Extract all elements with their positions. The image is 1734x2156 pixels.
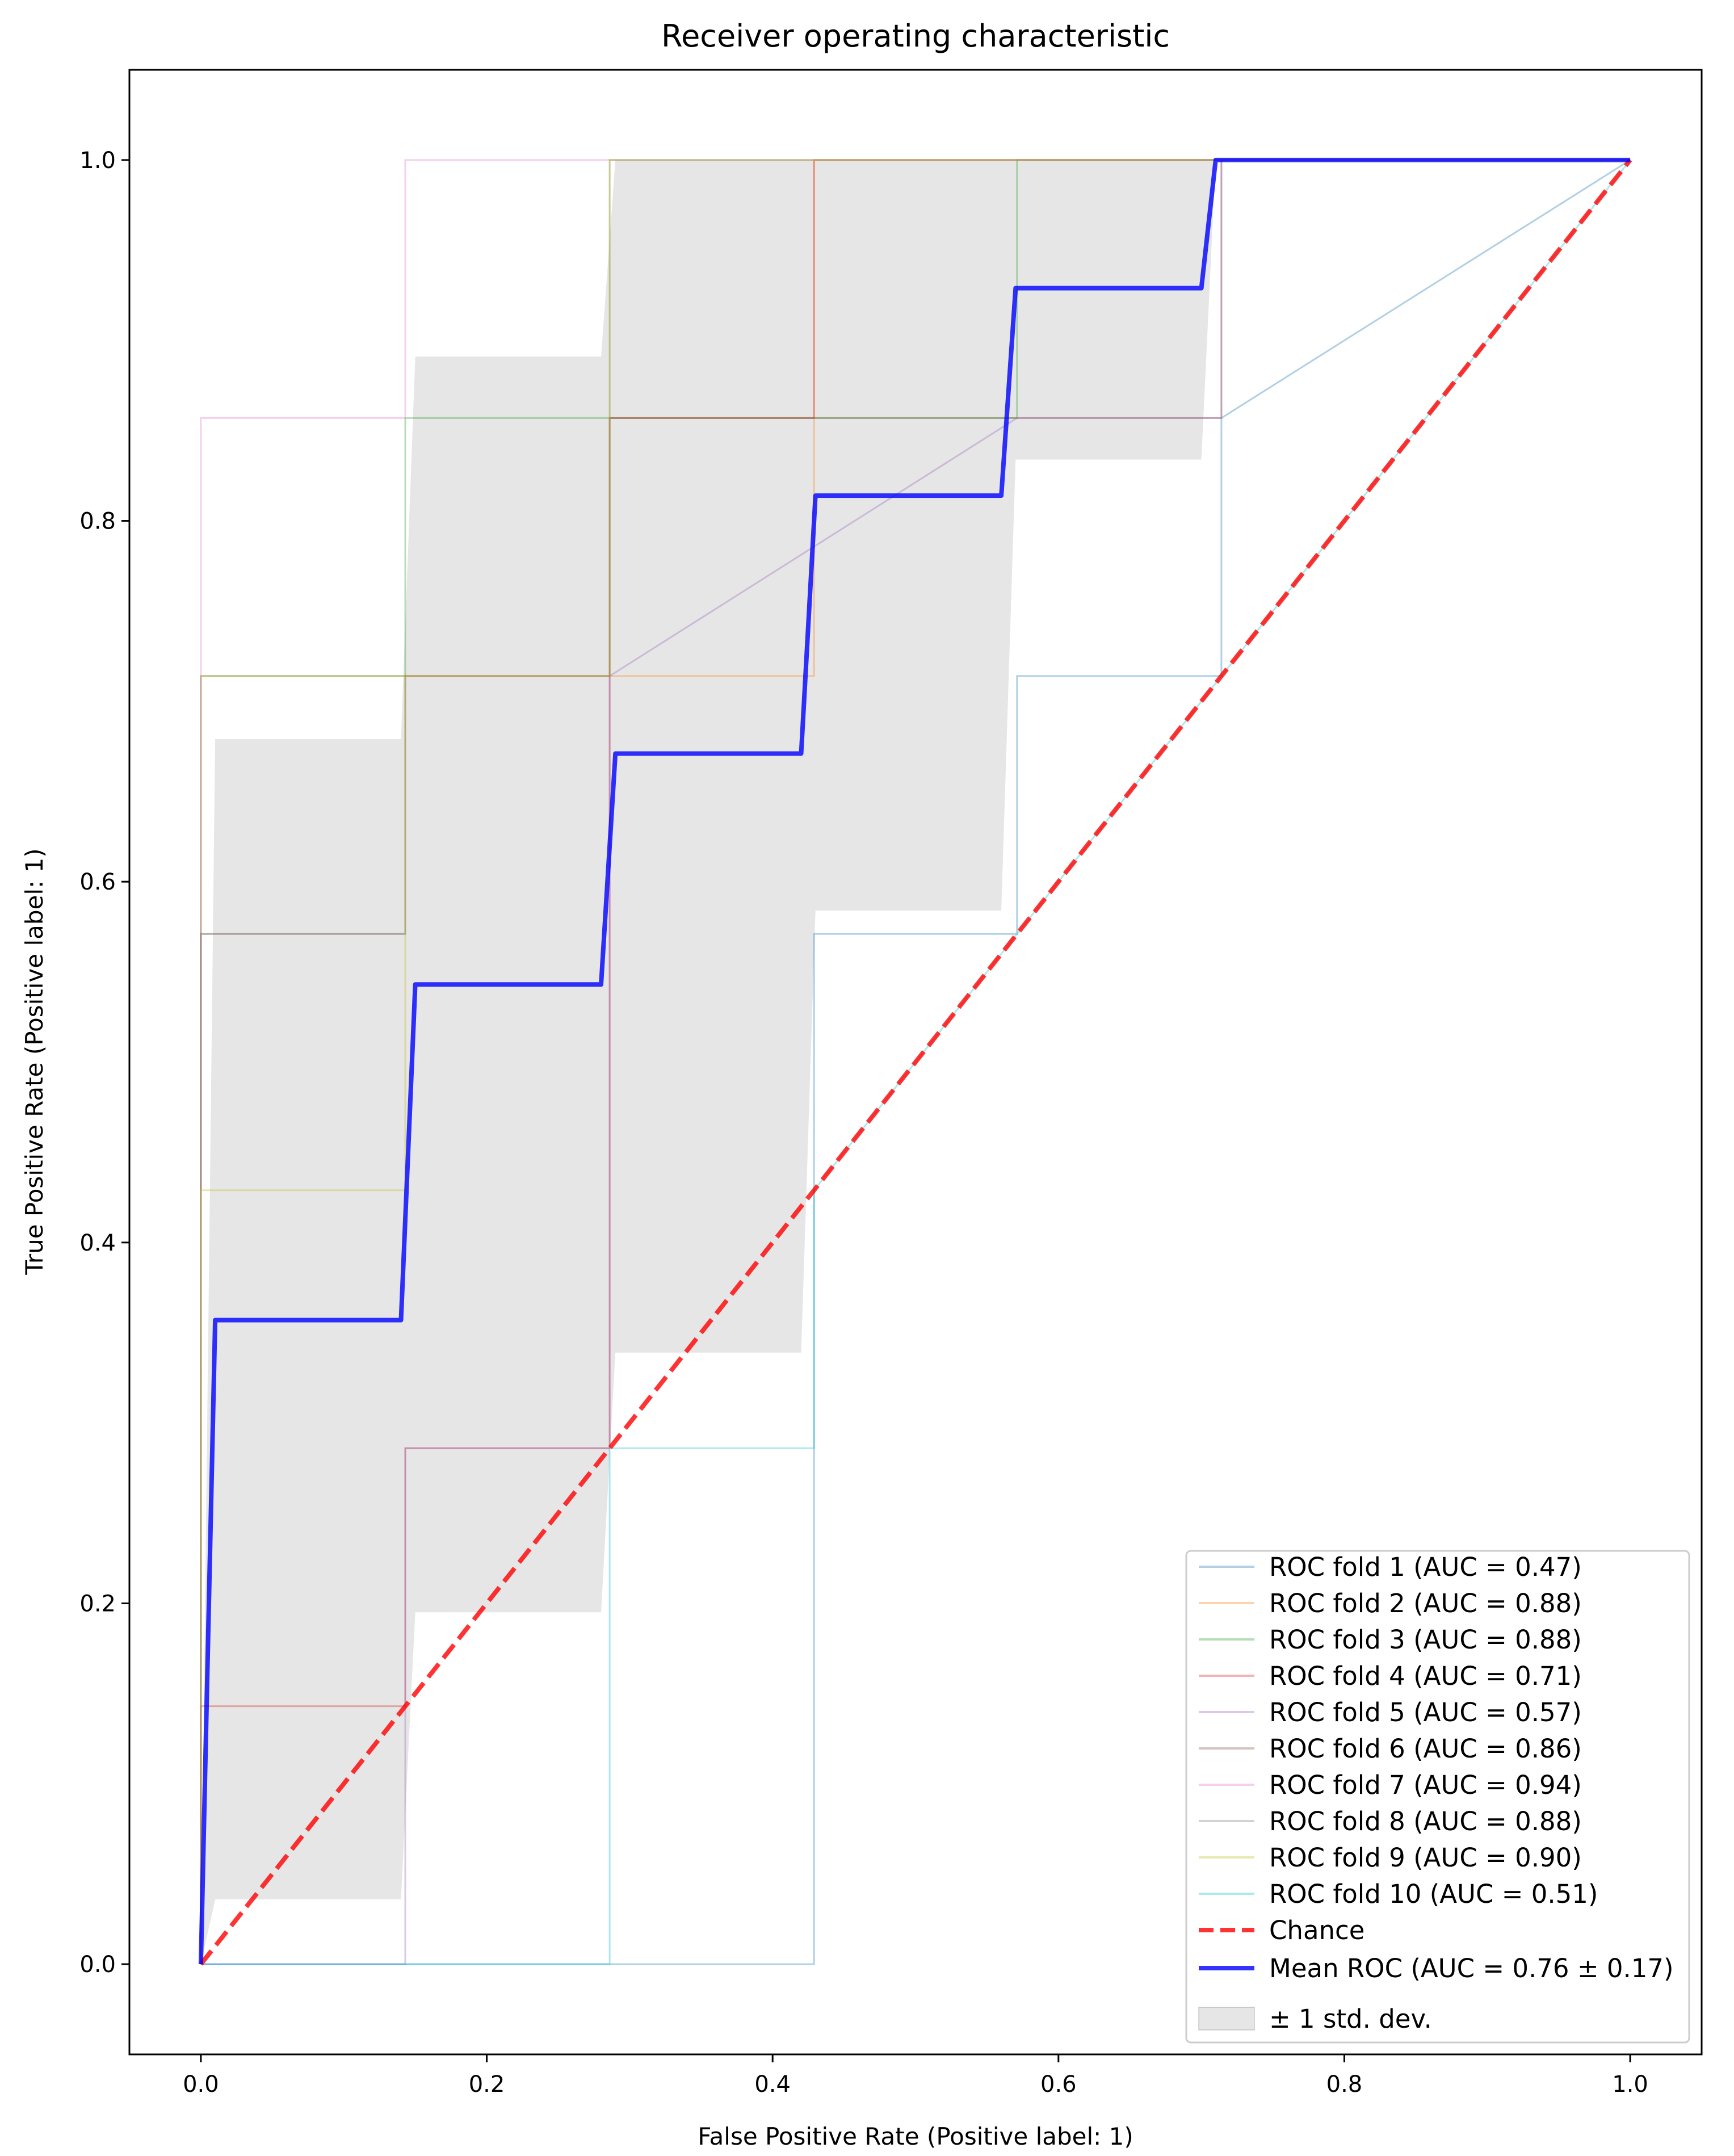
y-tick-label: 0.4 <box>79 1230 116 1256</box>
x-axis-label: False Positive Rate (Positive label: 1) <box>698 2123 1133 2150</box>
x-tick-label: 0.2 <box>469 2071 505 2098</box>
roc-fold-7-line <box>200 159 1631 1965</box>
x-tick-label: 0.0 <box>183 2071 219 2098</box>
legend-label-11: Chance <box>1269 1915 1364 1945</box>
legend-label-10: ROC fold 10 (AUC = 0.51) <box>1269 1879 1598 1909</box>
legend-label-5: ROC fold 5 (AUC = 0.57) <box>1269 1697 1582 1727</box>
legend-label-7: ROC fold 7 (AUC = 0.94) <box>1269 1770 1582 1800</box>
legend: ROC fold 1 (AUC = 0.47) ROC fold 2 (AUC =… <box>1185 1550 1690 2044</box>
legend-label-6: ROC fold 6 (AUC = 0.86) <box>1269 1734 1582 1764</box>
roc-fold-1-line <box>200 159 1631 1965</box>
mean-roc-line <box>198 157 1631 1965</box>
y-tick-label: 0.8 <box>79 509 116 535</box>
legend-label-3: ROC fold 3 (AUC = 0.88) <box>1269 1625 1582 1655</box>
y-tick-label: 0.0 <box>79 1952 116 1978</box>
roc-fold-5-line <box>200 159 1631 1965</box>
chance-line <box>199 158 1632 1966</box>
legend-label-2: ROC fold 2 (AUC = 0.88) <box>1269 1588 1582 1618</box>
x-ticks: 0.0 0.2 0.4 0.6 0.8 1.0 <box>183 2054 1648 2098</box>
plot-frame <box>128 69 1703 2056</box>
x-tick-label: 0.6 <box>1040 2071 1077 2098</box>
mean-roc-layer <box>198 157 1631 1965</box>
x-tick-label: 0.8 <box>1326 2071 1363 2098</box>
roc-fold-3-line <box>200 159 1631 1965</box>
roc-fold-8-line <box>200 159 1631 1965</box>
y-tick-label: 0.6 <box>79 869 116 895</box>
legend-label-8: ROC fold 8 (AUC = 0.88) <box>1269 1806 1582 1836</box>
x-tick-label: 0.4 <box>754 2071 791 2098</box>
chart-title: Receiver operating characteristic <box>661 18 1170 54</box>
roc-fold-4-line <box>200 159 1631 1965</box>
roc-fold-6-line <box>200 159 1631 1965</box>
legend-label-12: Mean ROC (AUC = 0.76 ± 0.17) <box>1269 1953 1674 1983</box>
y-axis-label: True Positive Rate (Positive label: 1) <box>20 848 48 1275</box>
chance-layer <box>199 158 1632 1966</box>
x-tick-label: 1.0 <box>1612 2071 1648 2098</box>
legend-box <box>1185 1550 1690 2044</box>
y-ticks: 0.0 0.2 0.4 0.6 0.8 1.0 <box>79 148 129 1978</box>
legend-label-1: ROC fold 1 (AUC = 0.47) <box>1269 1552 1582 1582</box>
legend-label-9: ROC fold 9 (AUC = 0.90) <box>1269 1843 1582 1873</box>
legend-label-13: ± 1 std. dev. <box>1269 2004 1432 2034</box>
legend-swatch-std-dev <box>1198 2007 1255 2031</box>
y-tick-label: 0.2 <box>79 1591 116 1617</box>
legend-label-4: ROC fold 4 (AUC = 0.71) <box>1269 1661 1582 1691</box>
y-tick-label: 1.0 <box>79 148 116 174</box>
roc-fold-9-line <box>200 159 1631 1965</box>
